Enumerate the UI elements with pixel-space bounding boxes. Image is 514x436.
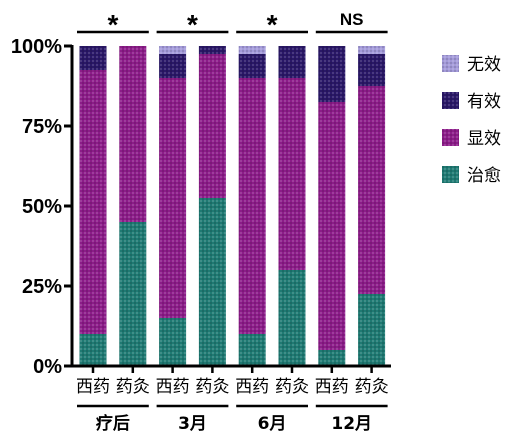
bar-segment	[238, 334, 266, 366]
category-label: 药灸	[355, 377, 389, 397]
bar-segment	[198, 46, 226, 54]
group-label: 3月	[178, 414, 207, 434]
bar-segment	[198, 198, 226, 366]
bar-segment	[318, 102, 346, 350]
legend-label: 无效	[467, 55, 501, 75]
legend-label: 有效	[467, 92, 501, 112]
group-label: 6月	[258, 414, 287, 434]
bar-segment	[119, 222, 147, 366]
bar-segment	[318, 350, 346, 366]
y-tick-label: 75%	[22, 116, 62, 138]
bar-segment	[159, 46, 187, 54]
stacked-bar	[278, 46, 306, 366]
bar-segment	[238, 54, 266, 78]
bar-segment	[358, 294, 386, 366]
legend-item: 显效	[442, 129, 501, 149]
legend-swatch	[442, 55, 459, 72]
category-label: 西药	[76, 377, 110, 397]
bar-segment	[358, 46, 386, 54]
legend-label: 显效	[467, 129, 501, 149]
bar-segment	[159, 318, 187, 366]
significance-label: *	[187, 9, 198, 40]
bar-segment	[238, 46, 266, 54]
group-label: 12月	[331, 414, 372, 434]
stacked-bar	[79, 46, 107, 366]
category-label: 药灸	[195, 377, 229, 397]
bar-segment	[79, 70, 107, 334]
bar-segment	[278, 46, 306, 78]
stacked-bar	[159, 46, 187, 366]
significance-markers: * * * NS	[77, 9, 388, 40]
legend-item: 无效	[442, 55, 501, 75]
stacked-bar	[318, 46, 346, 366]
bar-segment	[278, 270, 306, 366]
bar-segment	[238, 78, 266, 334]
y-tick-label: 0%	[33, 356, 62, 378]
legend-swatch	[442, 166, 459, 183]
bar-segment	[358, 54, 386, 86]
stacked-bar	[198, 46, 226, 366]
bars-layer	[79, 46, 386, 366]
legend-label: 治愈	[467, 166, 501, 186]
stacked-bar	[238, 46, 266, 366]
significance-label: *	[107, 9, 118, 40]
y-tick-label: 50%	[22, 196, 62, 218]
legend-swatch	[442, 92, 459, 109]
bar-segment	[358, 86, 386, 294]
bar-segment	[278, 78, 306, 270]
bar-segment	[119, 46, 147, 222]
legend-swatch	[442, 129, 459, 146]
bar-segment	[159, 54, 187, 78]
stacked-bar	[358, 46, 386, 366]
y-tick-label: 100%	[11, 36, 62, 58]
bar-segment	[159, 78, 187, 318]
significance-label: NS	[340, 10, 364, 29]
bar-segment	[79, 46, 107, 70]
category-label: 药灸	[116, 377, 150, 397]
bar-segment	[198, 54, 226, 198]
legend-item: 治愈	[442, 166, 501, 186]
stacked-bar	[119, 46, 147, 366]
legend-item: 有效	[442, 92, 501, 112]
axes-layer: 0% 25% 50% 75% 100%	[11, 36, 391, 378]
bar-segment	[79, 334, 107, 366]
y-tick-label: 25%	[22, 276, 62, 298]
category-label: 西药	[315, 377, 349, 397]
significance-label: *	[267, 9, 278, 40]
category-label: 西药	[156, 377, 190, 397]
bar-segment	[318, 46, 346, 102]
category-label: 西药	[235, 377, 269, 397]
category-label: 药灸	[275, 377, 309, 397]
group-label: 疗后	[96, 413, 130, 434]
